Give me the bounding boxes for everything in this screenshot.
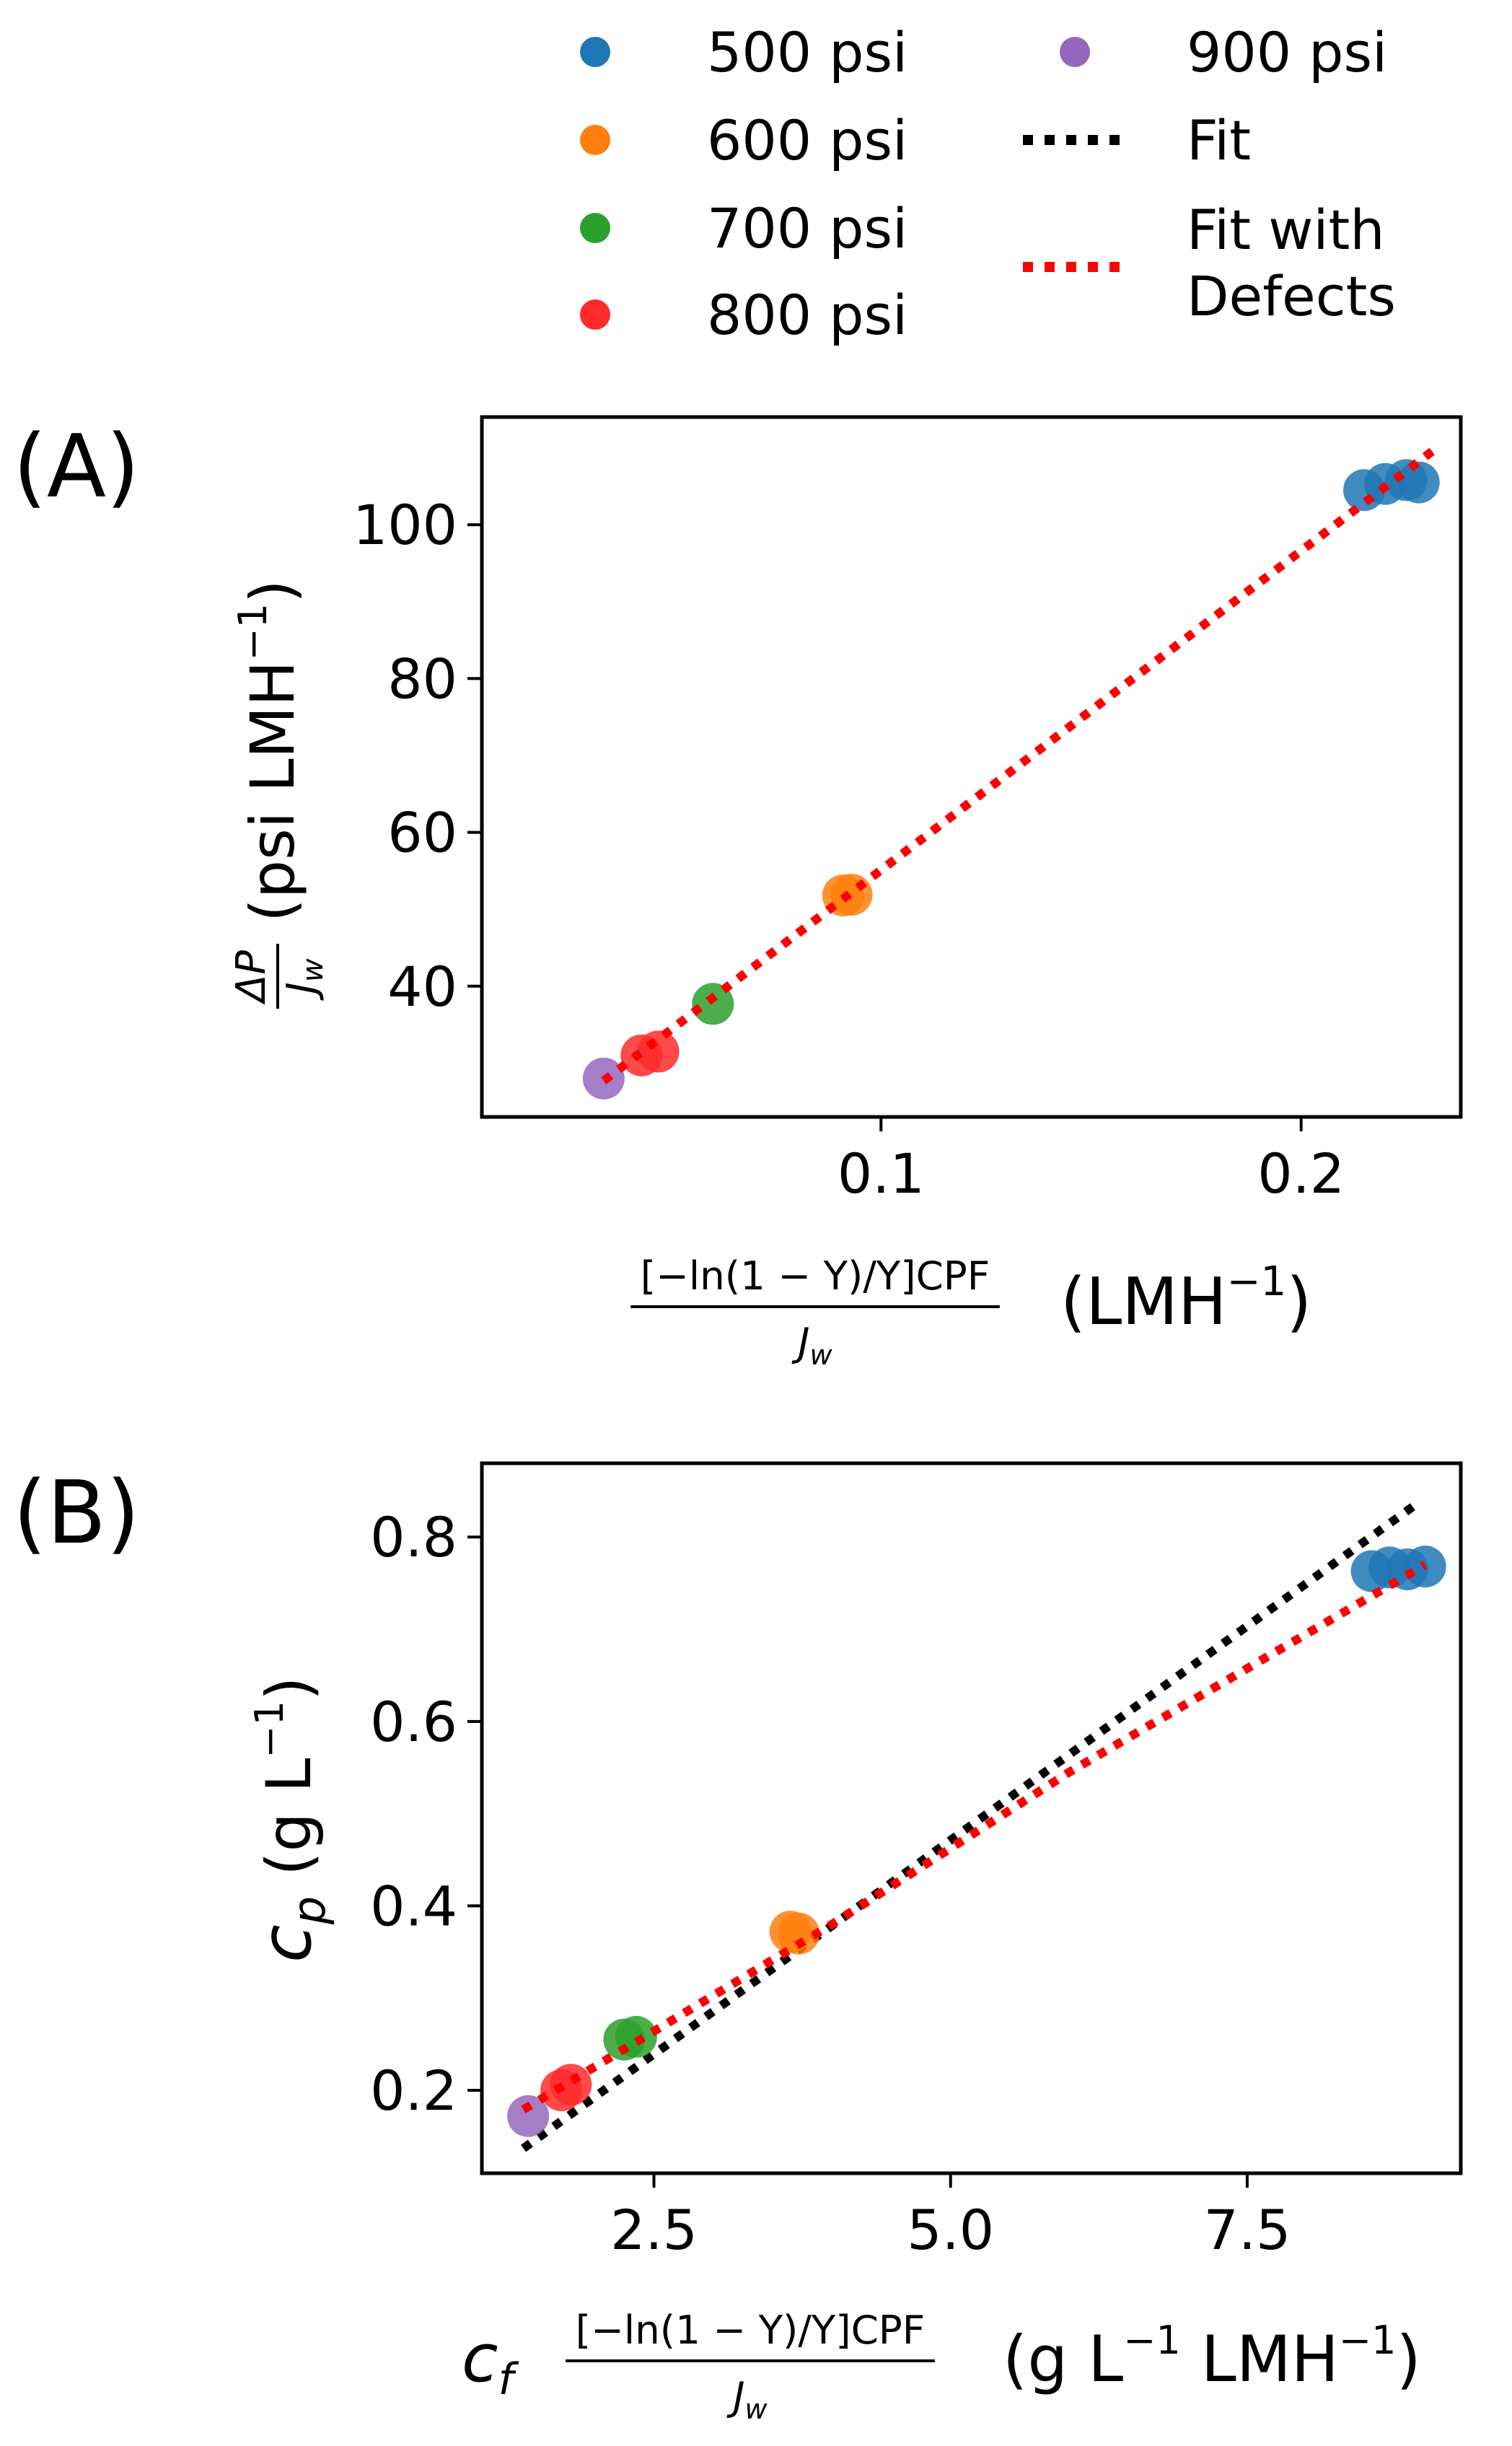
y-label-b-var: cp [246, 1896, 335, 1963]
y-axis-label-b: cp (g L−1) [246, 1676, 335, 1963]
x-axis-label-a-denominator: Jw [791, 1319, 832, 1371]
data-point-900-psi [507, 2095, 550, 2137]
y-tick-label: 0.6 [370, 1690, 457, 1754]
legend-label-4: 900 psi [1187, 20, 1387, 84]
y-tick-label: 80 [387, 646, 457, 711]
x-tick-label: 0.1 [838, 1141, 925, 1206]
data-point-800-psi [550, 2064, 592, 2106]
legend-marker-3 [580, 299, 610, 330]
y-axis-label-a: ΔP Jw (psi LMH−1) [228, 579, 330, 1009]
y-tick-label: 100 [353, 493, 457, 557]
data-point-600-psi [778, 1912, 820, 1955]
fit-with-defects-overlay [521, 1561, 1428, 2113]
panel-label: (B) [13, 1463, 140, 1564]
fit-line-fit [521, 1498, 1422, 2152]
panel-b: 2.5 5.0 7.5 0.2 0.4 0.6 0.8 (B) cf [−ln(1 − Y)/Y]… [13, 1461, 1463, 2425]
panel-a: 0.1 0.2 40 60 80 100 (A) [−ln(1 − Y)/Y]CPF Jw (LM… [13, 415, 1463, 1371]
y-label-b-unit: (g L−1) [247, 1676, 325, 1876]
fit-with-defects-overlay [601, 442, 1443, 1084]
x-axis-label-a-unit: (LMH−1) [1060, 1258, 1311, 1340]
legend-label-5: Fit [1187, 108, 1251, 172]
legend-marker-1 [580, 125, 610, 155]
x-axis-label-a-numerator: [−ln(1 − Y)/Y]CPF [641, 1253, 990, 1299]
legend-label-3: 800 psi [707, 283, 907, 347]
x-tick-label: 7.5 [1203, 2198, 1291, 2262]
x-axis-label-b-unit: (g L−1 LMH−1) [1003, 2318, 1421, 2396]
y-label-a-unit: (psi LMH−1) [230, 579, 308, 922]
x-axis-label-b-prefix: cf [462, 2320, 519, 2405]
plot-frame [480, 415, 1463, 1119]
y-label-a-denominator: Jw [278, 958, 330, 1001]
legend-marker-4 [1060, 37, 1090, 67]
data-point-800-psi [637, 1030, 680, 1073]
panel-label: (A) [13, 417, 140, 517]
legend-label-2: 700 psi [707, 196, 907, 260]
x-axis-label-b-numerator: [−ln(1 − Y)/Y]CPF [576, 2307, 926, 2353]
data-point-600-psi [830, 873, 873, 916]
legend: 500 psi 600 psi 700 psi 800 psi 900 psi Fit Fi… [580, 20, 1396, 347]
x-tick-label: 5.0 [907, 2198, 994, 2262]
y-tick-label: 0.8 [370, 1505, 457, 1569]
legend-marker-0 [580, 37, 610, 67]
y-tick-label: 0.2 [370, 2059, 457, 2123]
data-point-500-psi [1397, 461, 1440, 504]
y-label-a-numerator: ΔP [228, 950, 275, 1005]
legend-label-1: 600 psi [707, 108, 907, 172]
legend-marker-2 [580, 213, 610, 243]
legend-label-6: Fit with Defects [1187, 198, 1396, 328]
y-tick-label: 60 [387, 801, 457, 865]
legend-label-0: 500 psi [707, 20, 907, 84]
y-tick-label: 40 [387, 955, 457, 1019]
y-tick-label: 0.4 [370, 1874, 457, 1938]
data-point-700-psi [692, 983, 734, 1025]
x-tick-label: 0.2 [1257, 1141, 1345, 1206]
plot-frame [480, 1461, 1463, 2175]
x-tick-label: 2.5 [610, 2198, 698, 2262]
x-axis-label-b-denominator: Jw [726, 2373, 768, 2425]
